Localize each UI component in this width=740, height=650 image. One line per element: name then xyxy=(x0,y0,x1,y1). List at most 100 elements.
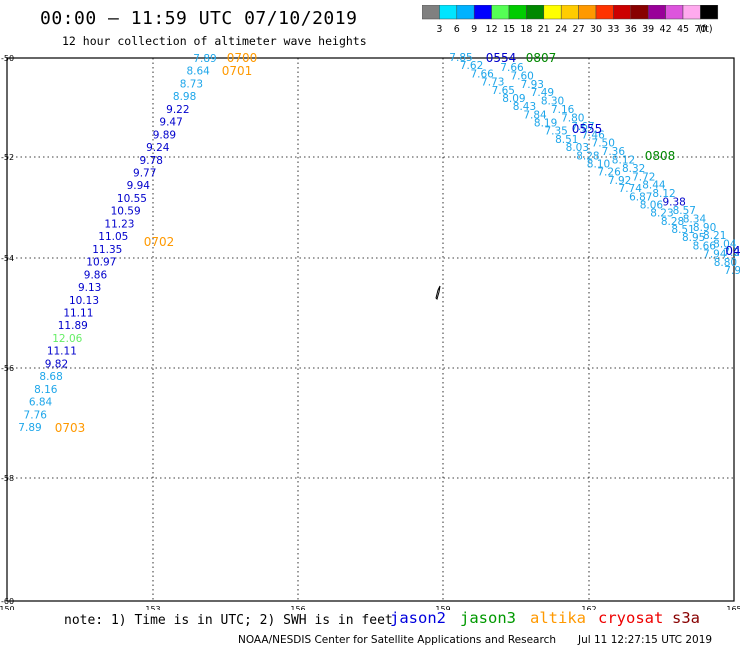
colorbar-tick-label: 21 xyxy=(538,24,550,35)
latitude-tick-label: -58 xyxy=(1,474,14,483)
latitude-tick-label: -54 xyxy=(1,254,14,263)
wave-height-label: 8.80 xyxy=(714,257,737,269)
wave-height-label: 12.06 xyxy=(52,333,82,345)
colorbar-tick-label: 18 xyxy=(520,24,532,35)
longitude-tick-label: 150 xyxy=(0,605,15,610)
wave-height-label: 9.89 xyxy=(153,129,176,141)
wave-height-label: 7.76 xyxy=(24,409,48,421)
colorbar-tick-label: 30 xyxy=(590,24,602,35)
wave-height-label: 11.23 xyxy=(104,218,134,230)
wave-height-label: 8.64 xyxy=(186,66,210,78)
wave-height-label: 7.93 xyxy=(521,79,544,91)
wave-height-label: 8.28 xyxy=(576,150,599,162)
island-coastline xyxy=(435,285,441,300)
wave-height-label: 9.94 xyxy=(127,180,151,192)
altimeter-map: 150 153 156 159 162 165 -50 -52 -54 -56 -58 -60 7.89… xyxy=(0,51,740,610)
wave-height-label: 7.72 xyxy=(632,171,655,183)
wave-height-label: 8.03 xyxy=(566,142,589,154)
wave-height-label: 8.68 xyxy=(39,371,62,383)
wave-height-label: 8.73 xyxy=(180,78,203,90)
legend-altika: altika xyxy=(530,609,586,627)
colorbar-tick-label: 42 xyxy=(660,24,672,35)
colorbar-tick-label: 12 xyxy=(486,24,498,35)
wave-height-label: 11.05 xyxy=(98,231,128,243)
wave-height-label: 7.66 xyxy=(500,62,524,74)
wave-height-label: 8.57 xyxy=(673,205,696,217)
wave-height-label: 7.92 xyxy=(608,175,631,187)
wave-height-label: 7.28 xyxy=(723,247,740,259)
wave-height-label: 7.36 xyxy=(602,146,626,158)
wave-height-label: 7.92 xyxy=(724,265,740,277)
longitude-tick-label: 156 xyxy=(290,605,305,610)
wave-height-label: 9.77 xyxy=(133,168,156,180)
wave-height-label: 8.34 xyxy=(683,213,707,225)
latitude-tick-label: -50 xyxy=(1,54,14,63)
colorbar-tick-label: 24 xyxy=(555,24,567,35)
pass-time-label: 0555 xyxy=(572,122,603,136)
longitude-tick-label: 162 xyxy=(581,605,596,610)
wave-height-label: 8.21 xyxy=(703,230,726,242)
longitude-tick-label: 165 xyxy=(726,605,740,610)
wave-height-label: 11.89 xyxy=(58,320,88,332)
wave-height-label: 10.55 xyxy=(117,193,147,205)
wave-height-label: 8.23 xyxy=(650,208,673,220)
wave-height-label: 7.89 xyxy=(18,422,41,434)
wave-height-label: 7.94 xyxy=(703,249,727,261)
wave-height-label: 8.43 xyxy=(513,101,536,113)
wave-height-label: 9.13 xyxy=(78,282,101,294)
colorbar-tick-label: 70 xyxy=(694,24,706,35)
wave-height-label: 8.51 xyxy=(671,224,694,236)
wave-height-label: 8.12 xyxy=(612,155,635,167)
pass-time-label: 0702 xyxy=(144,235,175,249)
wave-height-label: 7.49 xyxy=(531,87,554,99)
colorbar-tick-label: 9 xyxy=(471,24,477,35)
wave-height-label: 8.10 xyxy=(587,159,610,171)
wave-height-label: 8.16 xyxy=(34,384,58,396)
map-subtitle: 12 hour collection of altimeter wave hei… xyxy=(62,34,367,48)
generation-timestamp: Jul 11 12:27:15 UTC 2019 xyxy=(578,634,713,646)
wave-height-label: 6.84 xyxy=(29,397,53,409)
wave-height-label: 11.11 xyxy=(63,307,93,319)
wave-height-label: 8.28 xyxy=(661,216,684,228)
legend-jason2: jason2 xyxy=(390,609,446,627)
wave-height-label: 6.87 xyxy=(629,191,652,203)
wave-height-label: 7.26 xyxy=(597,167,621,179)
pass-time-label: 0703 xyxy=(55,421,86,435)
legend-s3a: s3a xyxy=(672,609,700,627)
wave-height-label: 8.12 xyxy=(652,188,675,200)
wave-height-label: 9.22 xyxy=(166,104,189,116)
legend-cryosat: cryosat xyxy=(598,609,664,627)
longitude-tick-label: 159 xyxy=(435,605,450,610)
wave-height-label: 8.04 xyxy=(713,239,737,251)
latitude-tick-label: -52 xyxy=(1,153,14,162)
colorbar-tick-label: 36 xyxy=(625,24,637,35)
wave-height-label: 7.67 xyxy=(571,121,594,133)
wave-height-label: 7.35 xyxy=(544,126,567,138)
wave-height-label: 8.30 xyxy=(541,96,564,108)
latitude-tick-label: -60 xyxy=(1,597,14,606)
wave-height-label: 7.65 xyxy=(492,85,515,97)
wave-height-label: 7.73 xyxy=(481,77,504,89)
wave-height-label: 9.38 xyxy=(662,197,685,209)
wave-height-label: 7.89 xyxy=(193,53,216,65)
wave-height-label: 8.51 xyxy=(555,134,578,146)
wave-height-label: 8.66 xyxy=(693,240,717,252)
pass-time-label: 0701 xyxy=(222,64,253,78)
credit-text: NOAA/NESDIS Center for Satellite Applica… xyxy=(238,634,556,646)
wave-height-label: 9.47 xyxy=(159,117,182,129)
wave-height-label: 8.95 xyxy=(682,232,705,244)
wave-height-label: 8.06 xyxy=(640,199,664,211)
wave-height-label: 10.13 xyxy=(69,295,99,307)
colorbar-tick-label: 45 xyxy=(677,24,689,35)
wave-height-label: 7.66 xyxy=(470,68,494,80)
pass-time-label: 0554 xyxy=(486,51,517,65)
colorbar-tick-label: 33 xyxy=(607,24,619,35)
colorbar-tick-label: 15 xyxy=(503,24,515,35)
wave-height-label: 7.60 xyxy=(510,70,533,82)
wave-height-label: 9.86 xyxy=(84,269,108,281)
wave-height-label: 9.24 xyxy=(146,142,170,154)
wave-height-label: 8.09 xyxy=(502,93,525,105)
colorbar-unit-label: (ft) xyxy=(698,24,712,35)
wave-height-label: 8.98 xyxy=(173,91,196,103)
wave-height-label: 7.46 xyxy=(581,129,605,141)
